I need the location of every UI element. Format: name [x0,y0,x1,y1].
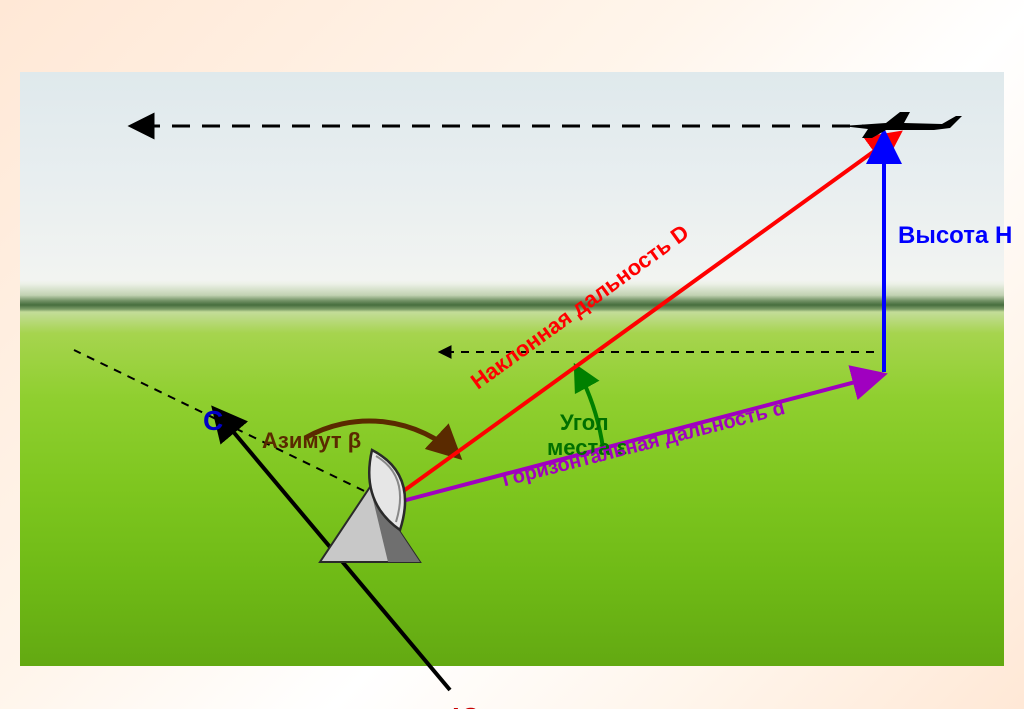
label-north: С [203,405,223,437]
page-root: С Ю Азимут β Угол места ε Наклонная даль… [0,0,1024,709]
label-height: Высота H [898,222,1012,250]
radar-station-icon [320,450,420,562]
ground-axis-dashed-left [74,350,391,504]
label-south: Ю [452,702,481,709]
label-azimuth: Азимут β [262,428,361,454]
aircraft-icon [842,112,962,138]
label-elevation-line1: Угол [560,410,609,436]
